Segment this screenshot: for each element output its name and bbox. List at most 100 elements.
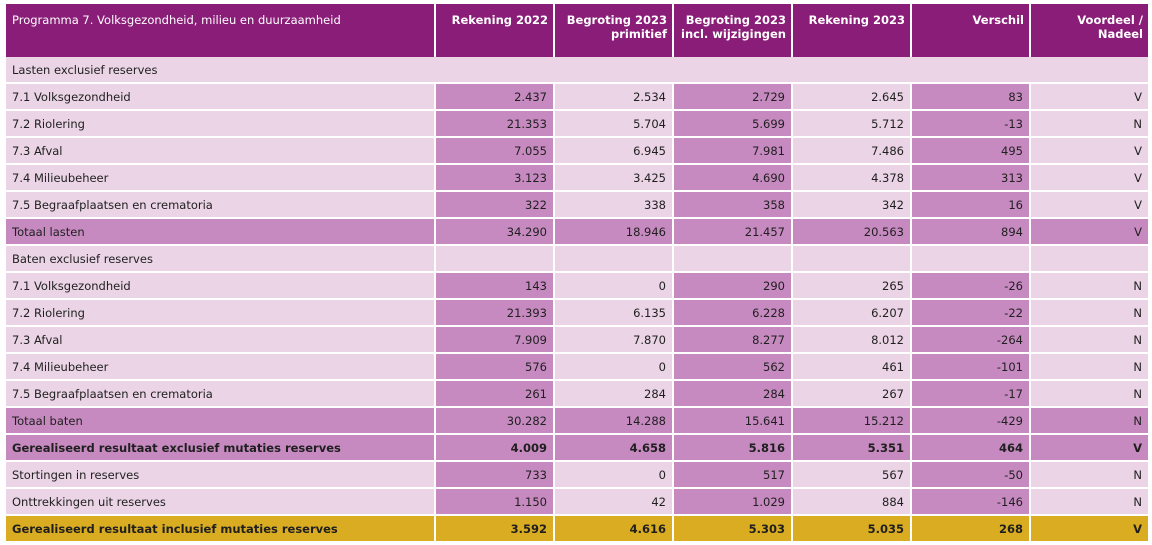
cell-verschil: -146 (912, 489, 1029, 516)
cell-begroting-primitief: 3.425 (555, 165, 672, 192)
empty-cell (436, 246, 553, 273)
cell-begroting-primitief: 0 (555, 354, 672, 381)
cell-verschil: 894 (912, 219, 1029, 246)
cell-rekening-2023: 884 (793, 489, 910, 516)
cell-begroting-wijzigingen: 1.029 (674, 489, 791, 516)
header-begroting-wijzigingen: Begroting 2023 incl. wijzigingen (674, 4, 791, 57)
resultaat-exclusief-row: Gerealiseerd resultaat exclusief mutatie… (6, 435, 1148, 462)
onttrekkingen-row: Onttrekkingen uit reserves 1.150 42 1.02… (6, 489, 1148, 516)
cell-rekening-2023: 8.012 (793, 327, 910, 354)
cell-verschil: -13 (912, 111, 1029, 138)
cell-begroting-primitief: 0 (555, 273, 672, 300)
cell-begroting-wijzigingen: 8.277 (674, 327, 791, 354)
cell-rekening-2022: 3.123 (436, 165, 553, 192)
cell-voordeel-nadeel: N (1031, 327, 1148, 354)
row-label: 7.5 Begraafplaatsen en crematoria (6, 381, 434, 408)
row-label: Totaal lasten (6, 219, 434, 246)
cell-begroting-primitief: 0 (555, 462, 672, 489)
cell-begroting-primitief: 42 (555, 489, 672, 516)
cell-rekening-2022: 2.437 (436, 84, 553, 111)
cell-begroting-wijzigingen: 15.641 (674, 408, 791, 435)
cell-begroting-wijzigingen: 5.699 (674, 111, 791, 138)
table-title: Programma 7. Volksgezondheid, milieu en … (6, 4, 434, 57)
cell-voordeel-nadeel: N (1031, 273, 1148, 300)
cell-rekening-2023: 2.645 (793, 84, 910, 111)
cell-rekening-2022: 322 (436, 192, 553, 219)
cell-begroting-primitief: 284 (555, 381, 672, 408)
cell-voordeel-nadeel: V (1031, 138, 1148, 165)
cell-begroting-wijzigingen: 517 (674, 462, 791, 489)
row-label: 7.3 Afval (6, 327, 434, 354)
cell-rekening-2023: 5.035 (793, 516, 910, 543)
cell-verschil: -17 (912, 381, 1029, 408)
header-verschil: Verschil (912, 4, 1029, 57)
cell-rekening-2022: 4.009 (436, 435, 553, 462)
cell-voordeel-nadeel: N (1031, 462, 1148, 489)
cell-rekening-2022: 34.290 (436, 219, 553, 246)
cell-begroting-primitief: 5.704 (555, 111, 672, 138)
resultaat-inclusief-row: Gerealiseerd resultaat inclusief mutatie… (6, 516, 1148, 543)
cell-rekening-2022: 143 (436, 273, 553, 300)
baten-section-row: Baten exclusief reserves (6, 246, 1148, 273)
cell-rekening-2022: 576 (436, 354, 553, 381)
table-row: 7.4 Milieubeheer 3.123 3.425 4.690 4.378… (6, 165, 1148, 192)
empty-cell (674, 246, 791, 273)
cell-begroting-wijzigingen: 6.228 (674, 300, 791, 327)
cell-voordeel-nadeel: V (1031, 192, 1148, 219)
empty-cell (793, 246, 910, 273)
cell-verschil: 268 (912, 516, 1029, 543)
table-row: 7.1 Volksgezondheid 2.437 2.534 2.729 2.… (6, 84, 1148, 111)
row-label: Stortingen in reserves (6, 462, 434, 489)
cell-rekening-2023: 4.378 (793, 165, 910, 192)
cell-begroting-primitief: 7.870 (555, 327, 672, 354)
cell-verschil: -26 (912, 273, 1029, 300)
cell-verschil: -101 (912, 354, 1029, 381)
lasten-section-row: Lasten exclusief reserves (6, 57, 1148, 84)
cell-begroting-wijzigingen: 2.729 (674, 84, 791, 111)
cell-begroting-wijzigingen: 5.303 (674, 516, 791, 543)
cell-begroting-wijzigingen: 290 (674, 273, 791, 300)
cell-verschil: 464 (912, 435, 1029, 462)
row-label: Gerealiseerd resultaat inclusief mutatie… (6, 516, 434, 543)
cell-voordeel-nadeel: N (1031, 300, 1148, 327)
cell-rekening-2022: 30.282 (436, 408, 553, 435)
header-begroting-primitief: Begroting 2023 primitief (555, 4, 672, 57)
cell-rekening-2023: 7.486 (793, 138, 910, 165)
cell-verschil: -50 (912, 462, 1029, 489)
row-label: 7.4 Milieubeheer (6, 354, 434, 381)
cell-begroting-primitief: 14.288 (555, 408, 672, 435)
cell-rekening-2023: 567 (793, 462, 910, 489)
header-rekening-2023: Rekening 2023 (793, 4, 910, 57)
cell-rekening-2023: 5.712 (793, 111, 910, 138)
cell-rekening-2023: 15.212 (793, 408, 910, 435)
header-rekening-2022: Rekening 2022 (436, 4, 553, 57)
table-row: 7.2 Riolering 21.353 5.704 5.699 5.712 -… (6, 111, 1148, 138)
table-row: 7.4 Milieubeheer 576 0 562 461 -101 N (6, 354, 1148, 381)
cell-rekening-2023: 461 (793, 354, 910, 381)
cell-begroting-wijzigingen: 562 (674, 354, 791, 381)
header-begroting-wijzigingen-line1: Begroting 2023 (685, 13, 786, 27)
table-header-row: Programma 7. Volksgezondheid, milieu en … (6, 4, 1148, 57)
cell-verschil: -429 (912, 408, 1029, 435)
cell-rekening-2023: 265 (793, 273, 910, 300)
cell-voordeel-nadeel: V (1031, 516, 1148, 543)
row-label: 7.1 Volksgezondheid (6, 84, 434, 111)
header-begroting-primitief-line2: primitief (610, 27, 667, 41)
totaal-lasten-row: Totaal lasten 34.290 18.946 21.457 20.56… (6, 219, 1148, 246)
table-row: 7.5 Begraafplaatsen en crematoria 261 28… (6, 381, 1148, 408)
cell-voordeel-nadeel: V (1031, 219, 1148, 246)
cell-begroting-wijzigingen: 358 (674, 192, 791, 219)
cell-voordeel-nadeel: N (1031, 381, 1148, 408)
row-label: 7.2 Riolering (6, 111, 434, 138)
row-label: 7.2 Riolering (6, 300, 434, 327)
cell-begroting-primitief: 6.135 (555, 300, 672, 327)
table-row: 7.3 Afval 7.909 7.870 8.277 8.012 -264 N (6, 327, 1148, 354)
budget-table: Programma 7. Volksgezondheid, milieu en … (4, 4, 1150, 543)
cell-voordeel-nadeel: N (1031, 354, 1148, 381)
totaal-baten-row: Totaal baten 30.282 14.288 15.641 15.212… (6, 408, 1148, 435)
cell-rekening-2022: 261 (436, 381, 553, 408)
cell-verschil: 313 (912, 165, 1029, 192)
cell-rekening-2022: 1.150 (436, 489, 553, 516)
cell-voordeel-nadeel: V (1031, 165, 1148, 192)
cell-voordeel-nadeel: V (1031, 435, 1148, 462)
